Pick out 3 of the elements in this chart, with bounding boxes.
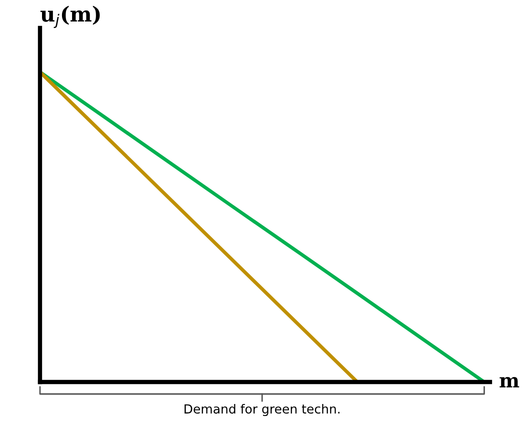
x-axis-title: m: [500, 376, 520, 388]
text: Demand for green techn.: [184, 404, 340, 416]
y-axis-title: u$_{j}$(m): [40, 6, 100, 28]
